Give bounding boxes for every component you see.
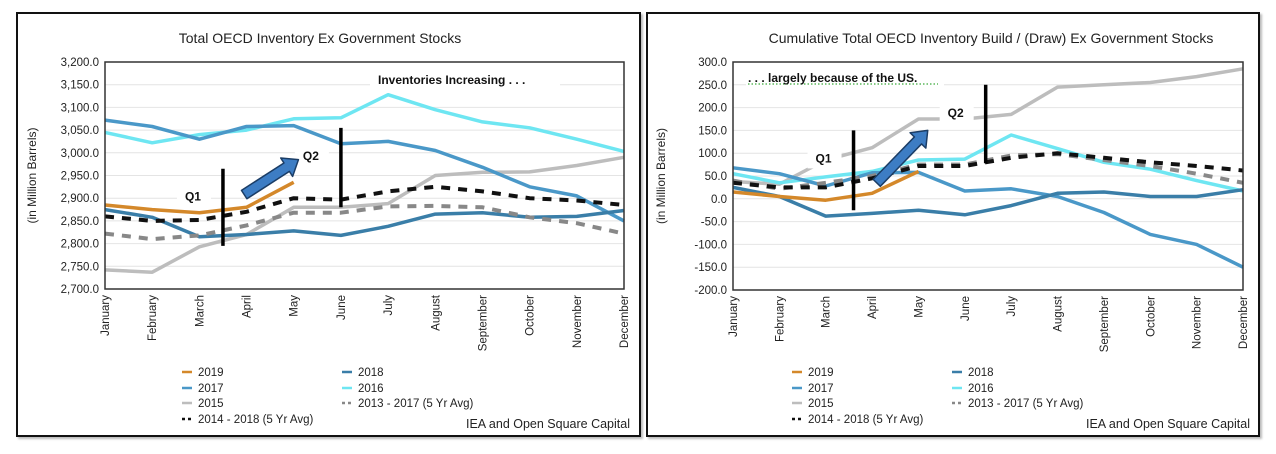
annotation-headline: . . . largely because of the US. xyxy=(748,71,917,85)
x-tick-label: March xyxy=(821,296,833,328)
q2-label: Q2 xyxy=(303,149,319,163)
legend-label: 2017 xyxy=(198,383,224,395)
y-tick-label: 2,900.0 xyxy=(61,193,99,205)
x-tick-label: April xyxy=(242,295,254,318)
y-tick-label: 3,200.0 xyxy=(61,57,99,69)
legend-label: 2013 - 2017 (5 Yr Avg) xyxy=(968,398,1083,410)
y-tick-label: 2,850.0 xyxy=(61,216,99,228)
y-tick-label: -100.0 xyxy=(694,239,727,251)
chart-title: Cumulative Total OECD Inventory Build / … xyxy=(769,30,1214,46)
chart-title: Total OECD Inventory Ex Government Stock… xyxy=(179,30,461,46)
y-tick-label: 2,950.0 xyxy=(61,171,99,183)
legend-label: 2018 xyxy=(358,367,384,379)
x-tick-label: September xyxy=(1099,296,1111,352)
y-tick-label: 300.0 xyxy=(698,57,727,69)
source-credit: IEA and Open Square Capital xyxy=(466,417,630,431)
x-tick-label: November xyxy=(572,295,584,348)
y-tick-label: 200.0 xyxy=(698,103,727,115)
x-tick-label: July xyxy=(1006,296,1018,317)
x-tick-label: August xyxy=(1053,295,1065,332)
x-tick-label: July xyxy=(383,295,395,316)
legend-label: 2014 - 2018 (5 Yr Avg) xyxy=(198,414,313,426)
x-tick-label: December xyxy=(1238,296,1250,349)
series-line-2018 xyxy=(104,207,625,239)
x-tick-label: October xyxy=(1145,296,1157,337)
chart-panel-cumulative-build: Cumulative Total OECD Inventory Build / … xyxy=(646,12,1260,437)
chart-cumulative-build: Cumulative Total OECD Inventory Build / … xyxy=(654,30,1250,431)
y-tick-label: 50.0 xyxy=(705,171,727,183)
y-tick-label: 150.0 xyxy=(698,125,727,137)
y-tick-label: 2,800.0 xyxy=(61,239,99,251)
y-tick-label: -150.0 xyxy=(694,262,727,274)
x-tick-label: March xyxy=(194,295,206,327)
source-credit: IEA and Open Square Capital xyxy=(1086,417,1250,431)
y-axis-label: (in Million Barrels) xyxy=(25,127,39,223)
legend-label: 2016 xyxy=(358,383,384,395)
legend-label: 2018 xyxy=(968,367,994,379)
q2-label-bg xyxy=(294,145,329,166)
x-tick-label: May xyxy=(289,295,301,317)
x-tick-label: February xyxy=(774,296,786,342)
y-tick-label: 250.0 xyxy=(698,80,727,92)
legend-label: 2016 xyxy=(968,383,994,395)
legend-label: 2017 xyxy=(808,383,834,395)
y-tick-label: 3,150.0 xyxy=(61,80,99,92)
y-tick-label: 2,750.0 xyxy=(61,261,99,273)
y-tick-label: 3,000.0 xyxy=(61,148,99,160)
x-tick-label: June xyxy=(960,296,972,321)
x-tick-label: September xyxy=(477,295,489,351)
q1-label: Q1 xyxy=(816,151,832,165)
series-line-2016 xyxy=(732,133,1244,193)
trend-arrow-icon xyxy=(872,129,929,188)
y-tick-label: 100.0 xyxy=(698,148,727,160)
y-tick-label: 0.0 xyxy=(711,194,727,206)
q1-label-bg xyxy=(176,186,211,207)
y-tick-label: 3,100.0 xyxy=(61,102,99,114)
y-axis-label: (in Million Barrels) xyxy=(654,128,668,224)
series-line-2017 xyxy=(104,118,625,223)
series-line-2015 xyxy=(104,155,625,274)
series-line-2014-2018-5-yr-avg- xyxy=(732,151,1244,190)
arrow-shape xyxy=(872,129,929,188)
x-tick-label: August xyxy=(430,294,442,331)
legend-label: 2015 xyxy=(808,398,834,410)
y-tick-label: 3,050.0 xyxy=(61,125,99,137)
plot-area-frame xyxy=(104,61,625,290)
series-line-2014-2018-5-yr-avg- xyxy=(104,184,625,223)
x-tick-label: October xyxy=(525,295,537,336)
x-tick-label: April xyxy=(867,296,879,319)
y-tick-label: -50.0 xyxy=(701,217,727,229)
arrow-shape xyxy=(240,157,300,200)
x-tick-label: May xyxy=(913,296,925,318)
legend-label: 2013 - 2017 (5 Yr Avg) xyxy=(358,398,473,410)
annotation-bg xyxy=(746,69,944,87)
annotation-headline: Inventories Increasing . . . xyxy=(378,73,525,87)
q1-label: Q1 xyxy=(185,190,201,204)
chart-panel-total-inventory: Total OECD Inventory Ex Government Stock… xyxy=(16,12,641,437)
series-line-2019 xyxy=(732,169,920,202)
legend-label: 2015 xyxy=(198,398,224,410)
annotation-bg xyxy=(370,71,560,89)
x-tick-label: November xyxy=(1192,296,1204,349)
x-tick-label: June xyxy=(336,295,348,320)
x-tick-label: January xyxy=(728,296,740,337)
y-tick-label: -200.0 xyxy=(694,285,727,297)
x-tick-label: January xyxy=(100,295,112,336)
legend-label: 2014 - 2018 (5 Yr Avg) xyxy=(808,414,923,426)
series-line-2013-2017-5-yr-avg- xyxy=(104,203,625,242)
x-tick-label: February xyxy=(147,295,159,341)
q1-label-bg xyxy=(807,148,842,169)
series-line-2018 xyxy=(732,185,1244,218)
plot-area-frame xyxy=(732,61,1244,291)
x-tick-label: December xyxy=(619,295,631,348)
y-tick-label: 2,700.0 xyxy=(61,284,99,296)
q2-label-bg xyxy=(939,102,974,123)
legend-label: 2019 xyxy=(808,367,834,379)
chart-total-inventory: Total OECD Inventory Ex Government Stock… xyxy=(25,30,631,431)
q2-label: Q2 xyxy=(948,106,964,120)
series-line-2019 xyxy=(104,180,295,215)
trend-arrow-icon xyxy=(240,157,300,200)
series-line-2017 xyxy=(732,166,1244,269)
legend-label: 2019 xyxy=(198,367,224,379)
